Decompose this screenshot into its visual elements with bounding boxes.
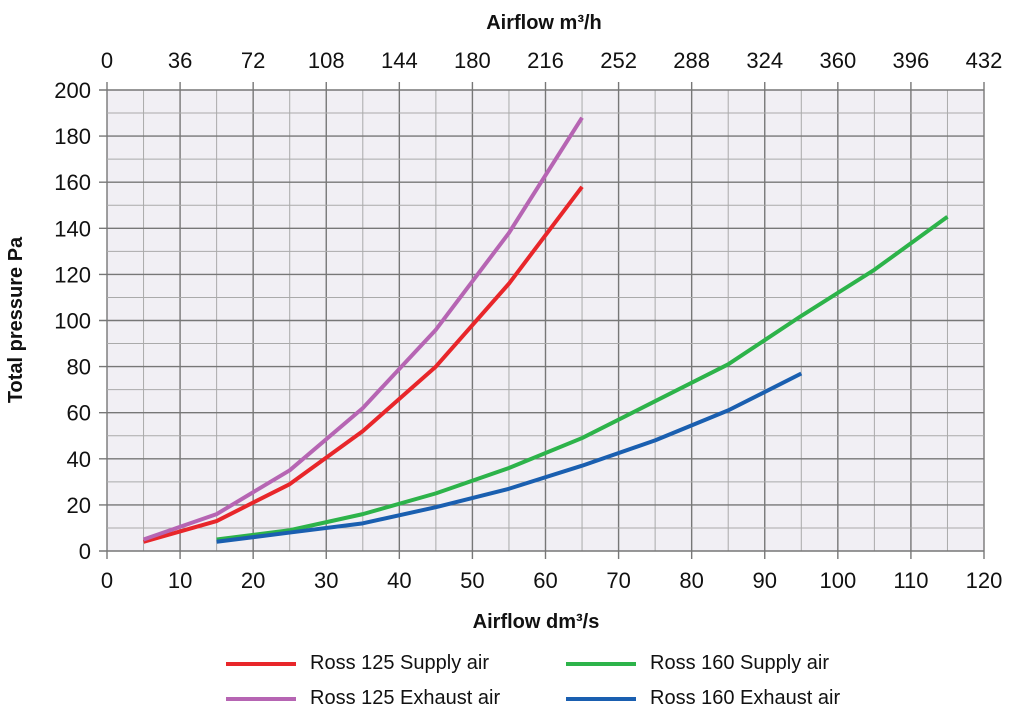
legend-label: Ross 160 Supply air bbox=[650, 652, 829, 674]
y-tick-label: 100 bbox=[54, 309, 91, 334]
top-x-tick-label: 180 bbox=[454, 48, 491, 73]
legend-item-ross125-supply: Ross 125 Supply air bbox=[226, 652, 489, 675]
legend-swatch bbox=[566, 696, 636, 701]
y-tick-label: 200 bbox=[54, 78, 91, 103]
x-axis-title: Airflow dm³/s bbox=[473, 611, 600, 633]
x-tick-label: 10 bbox=[168, 568, 192, 593]
top-axis-title: Airflow m³/h bbox=[486, 12, 602, 34]
legend-swatch bbox=[226, 696, 296, 701]
top-x-tick-label: 432 bbox=[966, 48, 1003, 73]
x-tick-label: 70 bbox=[606, 568, 630, 593]
y-tick-label: 160 bbox=[54, 170, 91, 195]
legend-label: Ross 125 Supply air bbox=[310, 652, 489, 674]
y-tick-label: 20 bbox=[67, 493, 91, 518]
series-line-ross-125-exhaust-air bbox=[142, 116, 584, 542]
tick-labels: 0 10 20 30 40 50 60 70 80 90 100 110 120 0 36 72 108 144 1… bbox=[54, 48, 1002, 593]
legend-label: Ross 160 Exhaust air bbox=[650, 687, 841, 709]
top-x-tick-label: 396 bbox=[893, 48, 930, 73]
series-line-ross-160-exhaust-air bbox=[216, 371, 803, 544]
x-tick-label: 90 bbox=[753, 568, 777, 593]
top-x-tick-label: 108 bbox=[308, 48, 345, 73]
y-tick-label: 0 bbox=[79, 539, 91, 564]
series-line-ross-125-supply-air bbox=[142, 185, 584, 544]
x-tick-label: 50 bbox=[460, 568, 484, 593]
series-line-ross-160-supply-air bbox=[216, 215, 949, 542]
legend-swatch bbox=[566, 661, 636, 666]
series-lines bbox=[142, 116, 949, 544]
x-tick-label: 100 bbox=[819, 568, 856, 593]
top-x-tick-label: 144 bbox=[381, 48, 418, 73]
legend-label: Ross 125 Exhaust air bbox=[310, 687, 501, 709]
top-x-tick-label: 288 bbox=[673, 48, 710, 73]
top-x-tick-label: 216 bbox=[527, 48, 564, 73]
x-tick-label: 40 bbox=[387, 568, 411, 593]
y-tick-label: 140 bbox=[54, 216, 91, 241]
legend-item-ross125-exhaust: Ross 125 Exhaust air bbox=[226, 687, 500, 710]
legend-swatch bbox=[226, 661, 296, 666]
x-tick-label: 80 bbox=[679, 568, 703, 593]
top-x-tick-label: 360 bbox=[819, 48, 856, 73]
top-x-tick-label: 72 bbox=[241, 48, 265, 73]
x-tick-label: 30 bbox=[314, 568, 338, 593]
top-x-tick-label: 36 bbox=[168, 48, 192, 73]
top-x-tick-label: 0 bbox=[101, 48, 113, 73]
top-x-tick-label: 324 bbox=[746, 48, 783, 73]
legend-item-ross160-exhaust: Ross 160 Exhaust air bbox=[566, 687, 840, 710]
x-tick-label: 60 bbox=[533, 568, 557, 593]
top-x-tick-label: 252 bbox=[600, 48, 637, 73]
x-tick-label: 0 bbox=[101, 568, 113, 593]
y-tick-label: 120 bbox=[54, 262, 91, 287]
y-tick-label: 80 bbox=[67, 355, 91, 380]
y-tick-label: 40 bbox=[67, 447, 91, 472]
y-tick-label: 60 bbox=[67, 401, 91, 426]
x-tick-label: 120 bbox=[966, 568, 1003, 593]
x-tick-label: 20 bbox=[241, 568, 265, 593]
y-tick-label: 180 bbox=[54, 124, 91, 149]
legend-item-ross160-supply: Ross 160 Supply air bbox=[566, 652, 829, 675]
x-tick-label: 110 bbox=[893, 568, 928, 593]
y-axis-title: Total pressure Pa bbox=[5, 236, 27, 403]
